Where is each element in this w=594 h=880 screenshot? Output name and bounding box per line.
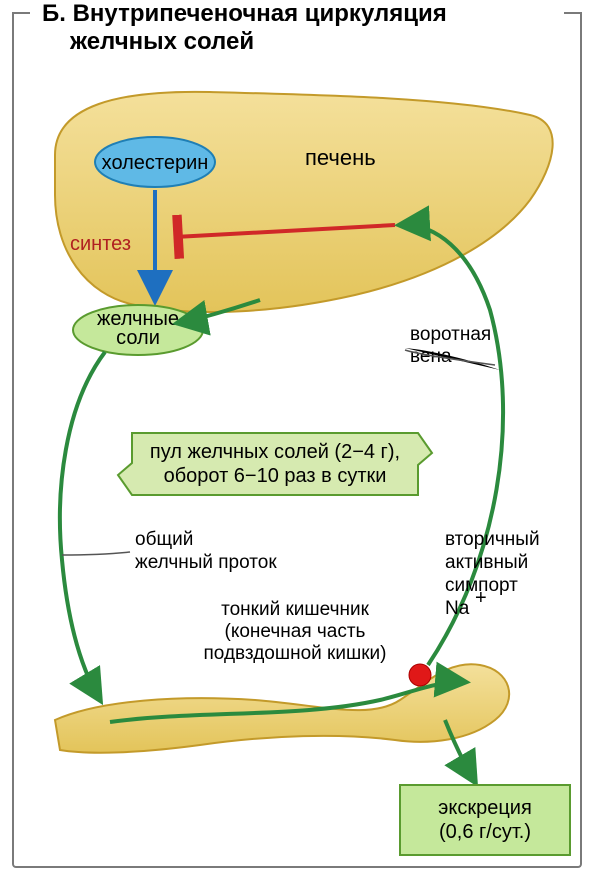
small-intestine-l1: тонкий кишечник bbox=[221, 599, 369, 620]
common-duct-l2: желчный проток bbox=[135, 552, 277, 573]
excretion-l2: (0,6 г/сут.) bbox=[439, 821, 531, 843]
secondary-l2: активный bbox=[445, 552, 528, 573]
title-line-2: желчных солей bbox=[70, 28, 254, 55]
panel-title: Б. Внутрипеченочная циркуляция желчных с… bbox=[34, 0, 560, 55]
cholesterol-label: холестерин bbox=[102, 152, 209, 174]
synthesis-label: синтез bbox=[70, 233, 131, 255]
portal-vein-l1: воротная bbox=[410, 324, 491, 345]
small-intestine bbox=[55, 664, 509, 753]
small-intestine-l3: подвздошной кишки) bbox=[204, 643, 387, 664]
common-duct-l1: общий bbox=[135, 529, 193, 550]
secondary-l1: вторичный bbox=[445, 529, 540, 550]
bile-salts-l2: соли bbox=[116, 327, 160, 349]
small-intestine-l2: (конечная часть bbox=[225, 621, 366, 642]
pool-l2: оборот 6−10 раз в сутки bbox=[164, 465, 387, 487]
common-duct-callout bbox=[62, 552, 130, 555]
bile-duct-arrow bbox=[60, 352, 105, 700]
title-line-1: Внутрипеченочная циркуляция bbox=[73, 0, 447, 27]
panel-letter: Б. bbox=[42, 0, 66, 27]
liver-label: печень bbox=[305, 145, 376, 170]
diagram-svg: печень холестерин синтез желчные соли во… bbox=[0, 0, 594, 880]
excretion-l1: экскреция bbox=[438, 797, 532, 819]
secondary-l4: Na bbox=[445, 598, 470, 619]
pool-l1: пул желчных солей (2−4 г), bbox=[150, 441, 400, 463]
secondary-sup: + bbox=[475, 587, 487, 609]
symport-dot bbox=[409, 664, 431, 686]
excretion-box bbox=[400, 785, 570, 855]
